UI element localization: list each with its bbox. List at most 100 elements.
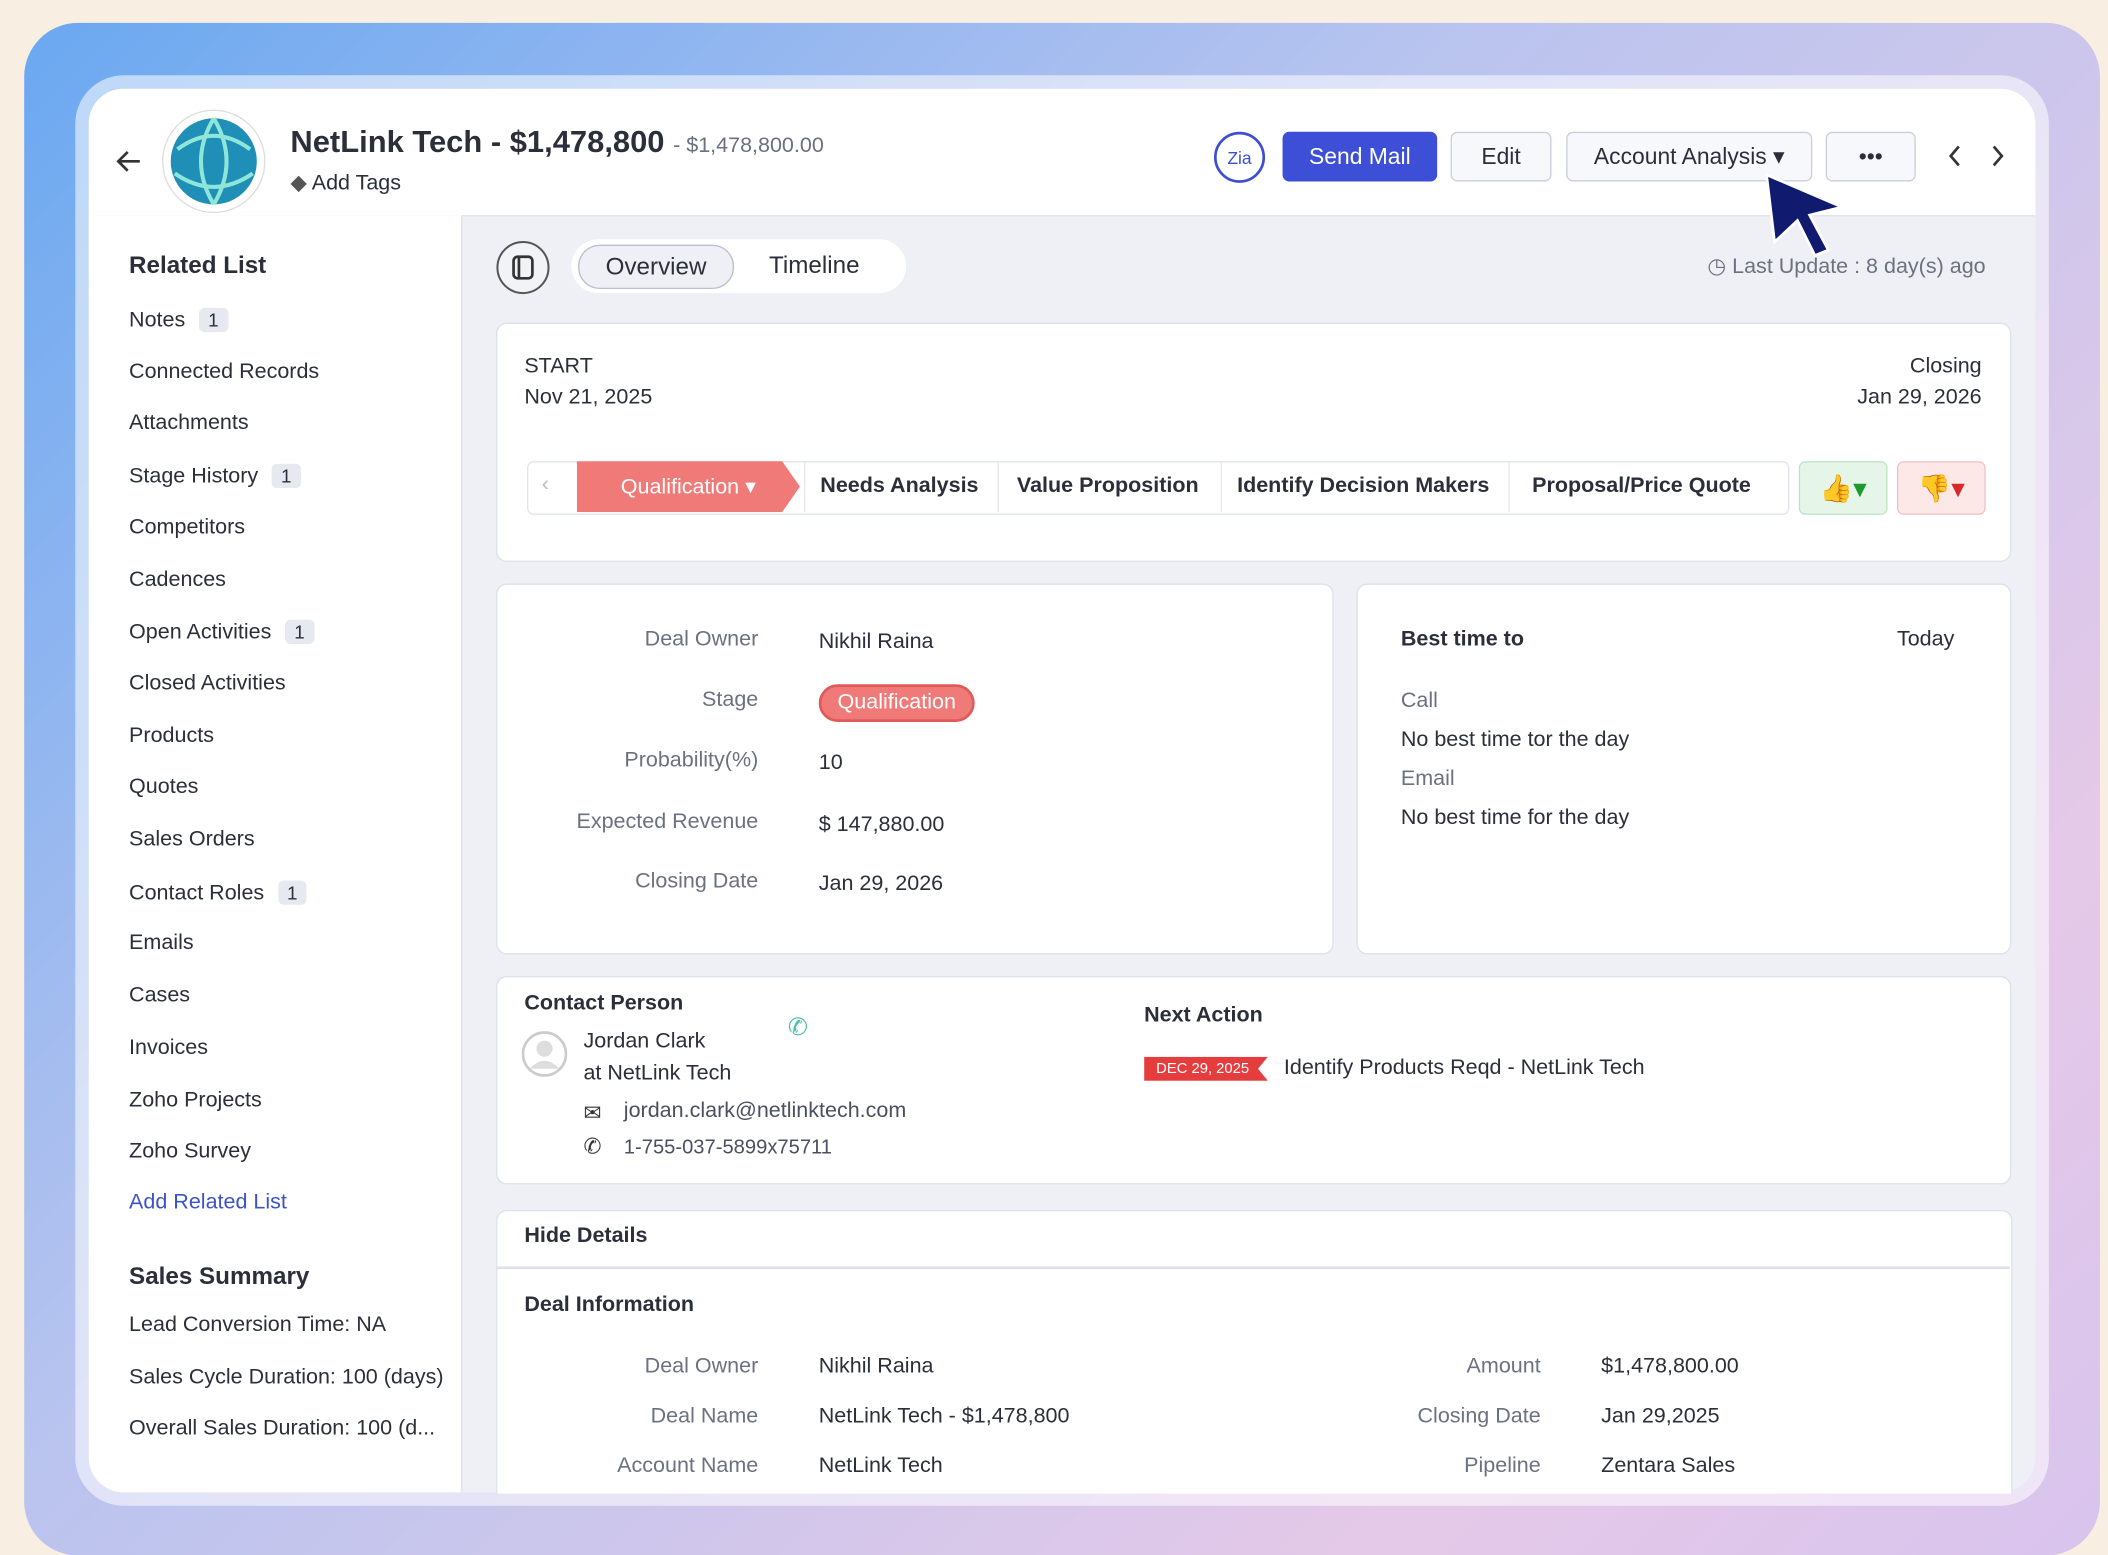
stage-prev[interactable]: ‹ [541, 473, 549, 497]
panel-toggle[interactable] [495, 239, 551, 295]
related-item[interactable]: Cadences [129, 568, 226, 592]
related-label: Closed Activities [129, 672, 286, 695]
related-item[interactable]: Closed Activities [129, 672, 286, 696]
related-item[interactable]: Zoho Projects [129, 1088, 262, 1112]
related-item[interactable]: Open Activities 1 [129, 620, 315, 646]
related-item[interactable]: Zoho Survey [129, 1140, 251, 1164]
stage-step[interactable]: Proposal/Price Quote [1508, 461, 1773, 513]
edit-button[interactable]: Edit [1450, 131, 1552, 182]
field-value: $1,478,800.00 [1601, 1355, 1739, 1379]
related-item[interactable]: Quotes [129, 776, 198, 800]
divider [496, 1266, 2010, 1270]
stage-step[interactable]: Identify Decision Makers [1220, 461, 1505, 513]
phone-icon: ✆ [583, 1136, 602, 1159]
stage-step[interactable]: Qualification ▾ [576, 461, 800, 513]
sales-summary-title: Sales Summary [129, 1262, 310, 1290]
related-label: Invoices [129, 1036, 208, 1060]
related-label: Quotes [129, 776, 199, 799]
related-item[interactable]: Stage History 1 [129, 463, 301, 490]
related-label: Contact Roles [129, 881, 265, 905]
field-label: Account Name [617, 1454, 759, 1478]
contact-name[interactable]: Jordan Clark [583, 1029, 706, 1053]
more-button[interactable]: ••• [1825, 131, 1916, 182]
field-value: Jan 29, 2026 [818, 872, 944, 896]
stage-step[interactable]: Needs Analysis [803, 461, 994, 513]
send-mail-button[interactable]: Send Mail [1282, 131, 1438, 182]
last-update: ◷ Last Update : 8 day(s) ago [1707, 255, 1986, 279]
tab[interactable]: Overview [578, 244, 735, 290]
back-arrow[interactable] [113, 145, 145, 177]
last-update-text: Last Update : 8 day(s) ago [1732, 255, 1986, 279]
best-time-card [1356, 583, 2012, 955]
stage-track [527, 461, 1790, 515]
zia-icon[interactable]: Zia [1213, 130, 1267, 184]
deal-summary-card [496, 583, 1334, 955]
related-item[interactable]: Emails [129, 932, 194, 956]
title: NetLink Tech - [290, 123, 502, 159]
contact-phone[interactable]: 1-755-037-5899x75711 [623, 1136, 832, 1159]
related-item[interactable]: Connected Records [129, 360, 319, 384]
lost-button[interactable]: 👎▾ [1896, 461, 1986, 515]
related-label: Cases [129, 984, 191, 1008]
call-icon[interactable]: ✆ [787, 1013, 809, 1041]
best-time-value: No best time tor the day [1400, 728, 1630, 752]
related-item[interactable]: Competitors [129, 516, 245, 540]
related-label: Products [129, 724, 214, 747]
related-label: Notes [129, 309, 186, 333]
amount-detail: - $1,478,800.00 [673, 134, 824, 158]
contact-title: Contact Person [524, 992, 684, 1016]
closing-date: Jan 29, 2026 [1857, 385, 1982, 409]
field-value: NetLink Tech - $1,478,800 [818, 1404, 1070, 1428]
related-label: Open Activities [129, 621, 272, 645]
related-item[interactable]: Contact Roles 1 [129, 880, 307, 906]
field-label: Stage [702, 688, 759, 712]
field-label: Expected Revenue [576, 810, 759, 834]
add-tags[interactable]: ◆ Add Tags [290, 172, 402, 195]
account-logo [162, 109, 266, 214]
related-item[interactable]: Cases [129, 984, 190, 1008]
field-value: Jan 29,2025 [1601, 1404, 1720, 1428]
related-item[interactable]: Sales Orders [129, 828, 255, 852]
field-label: Deal Owner [644, 627, 759, 651]
account-analysis-text: Account Analysis [1593, 143, 1767, 169]
next-action-text[interactable]: Identify Products Reqd - NetLink Tech [1283, 1056, 1645, 1080]
related-item[interactable]: Products [129, 724, 214, 748]
won-button[interactable]: 👍▾ [1798, 461, 1888, 515]
related-item[interactable]: Notes 1 [129, 307, 229, 334]
field-label: Probability(%) [624, 748, 759, 772]
field-label: Deal Owner [644, 1355, 759, 1379]
stage-card [496, 322, 2012, 562]
field-value: Nikhil Raina [818, 1355, 934, 1379]
account-analysis-button[interactable]: Account Analysis ▾ [1566, 131, 1813, 182]
related-label: Competitors [129, 515, 246, 539]
related-list-title: Related List [129, 251, 267, 279]
field-label: Closing Date [1417, 1404, 1541, 1428]
record-nav[interactable] [1939, 140, 2020, 172]
next-action-date: DEC 29, 2025 [1144, 1056, 1268, 1081]
related-label: Cadences [129, 568, 226, 591]
field-value: Nikhil Raina [818, 630, 934, 654]
tab[interactable]: Timeline [768, 251, 860, 279]
best-time-label: Call [1400, 689, 1438, 713]
add-tags-text: Add Tags [311, 172, 402, 195]
best-time-value: No best time for the day [1400, 806, 1630, 830]
field-value: Zentara Sales [1601, 1454, 1736, 1478]
related-label: Zoho Projects [129, 1088, 262, 1112]
count-badge: 1 [198, 307, 229, 333]
avatar [521, 1031, 568, 1077]
summary-item: Overall Sales Duration: 100 (d... [129, 1417, 436, 1441]
best-time-title: Best time to [1400, 627, 1524, 651]
hide-details[interactable]: Hide Details [524, 1224, 648, 1248]
related-item[interactable]: Invoices [129, 1036, 208, 1060]
stage-step[interactable]: Value Proposition [997, 461, 1217, 513]
related-item[interactable]: Attachments [129, 412, 249, 436]
contact-company: at NetLink Tech [583, 1062, 732, 1085]
add-related-list[interactable]: Add Related List [129, 1191, 287, 1214]
summary-item: Sales Cycle Duration: 100 (days) [129, 1365, 444, 1389]
contact-email[interactable]: jordan.clark@netlinktech.com [623, 1099, 907, 1123]
best-time-day: Today [1896, 627, 1955, 651]
related-label: Stage History [129, 465, 259, 489]
field-label: Pipeline [1464, 1454, 1541, 1478]
field-value: NetLink Tech [818, 1454, 943, 1478]
summary-item: Lead Conversion Time: NA [129, 1313, 387, 1337]
